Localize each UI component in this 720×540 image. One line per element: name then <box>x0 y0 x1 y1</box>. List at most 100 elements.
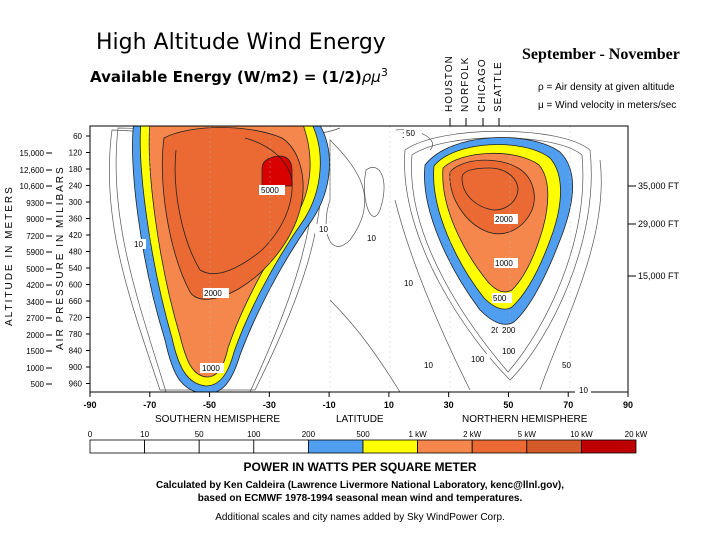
altitude-tick-label: 9000 <box>26 215 44 224</box>
altitude-tick-label: 1500 <box>26 347 44 356</box>
colorbar-tick-label: 5 kW <box>518 430 537 439</box>
pressure-tick-label: 600 <box>69 281 83 290</box>
pressure-tick-label: 180 <box>69 165 83 174</box>
colorbar-tick-label: 2 kW <box>463 430 482 439</box>
x-tick-label: -70 <box>143 400 156 410</box>
contour-band-10kw <box>261 155 293 187</box>
contour-band-2kw <box>161 127 304 300</box>
feet-axis: 35,000 FT 29,000 FT 15,000 FT <box>628 181 680 281</box>
contour-label: 200 <box>491 326 505 335</box>
feet-tick-label: 15,000 FT <box>638 271 680 281</box>
altitude-tick-label: 3400 <box>26 298 44 307</box>
rho-note: ρ = Air density at given altitude <box>538 82 675 93</box>
plot-area <box>108 126 602 392</box>
contour-label: 1000 <box>495 259 513 268</box>
x-tick-label: 70 <box>563 400 573 410</box>
contour-label: 10 <box>319 225 328 234</box>
altitude-tick-label: 15,000 <box>20 149 45 158</box>
colorbar-tick-label: 100 <box>247 430 261 439</box>
colorbar-swatch <box>581 439 637 454</box>
x-tick-label: 10 <box>384 400 394 410</box>
contour-labels: 10 10 10 10 10 10 10 50 50 100 200 500 1… <box>130 128 591 395</box>
pressure-tick-label: 900 <box>69 363 83 372</box>
colorbar-swatch <box>144 439 200 454</box>
altitude-tick-label: 2000 <box>26 331 44 340</box>
contour-label: 10 <box>134 240 143 249</box>
colorbar-tick-label: 500 <box>356 430 370 439</box>
pressure-tick-label: 60 <box>73 132 82 141</box>
feet-tick-label: 29,000 FT <box>638 219 680 229</box>
colorbar-swatch <box>417 439 473 454</box>
altitude-tick-label: 12,600 <box>20 166 45 175</box>
colorbar-tick-label: 1 kW <box>408 430 427 439</box>
pressure-tick-label: 840 <box>69 347 83 356</box>
contour-label: 200 <box>502 326 516 335</box>
altitude-tick-label: 7200 <box>26 232 44 241</box>
credit-line-1: Calculated by Ken Caldeira (Lawrence Liv… <box>155 480 564 491</box>
contour-label: 100 <box>502 347 516 356</box>
colorbar-swatch <box>526 439 582 454</box>
pressure-tick-label: 540 <box>69 264 83 273</box>
colorbar: 0 10 50 100 200 500 1 kW 2 kW 5 kW 10 kW 20 kW <box>88 430 648 454</box>
colorbar-tick-label: 10 kW <box>570 430 593 439</box>
colorbar-swatch <box>307 439 364 454</box>
contour-label: 10 <box>579 386 588 395</box>
altitude-tick-label: 2700 <box>26 314 44 323</box>
x-tick-label: -30 <box>263 400 276 410</box>
altitude-tick-label: 5000 <box>26 265 44 274</box>
contour-band-5kw-line <box>174 137 293 274</box>
x-tick-label: -50 <box>203 400 216 410</box>
pressure-tick-label: 780 <box>69 330 83 339</box>
colorbar-tick-label: 200 <box>302 430 316 439</box>
formula-exponent: 3 <box>380 66 388 79</box>
colorbar-swatch <box>471 439 528 454</box>
colorbar-tick-label: 10 <box>140 430 149 439</box>
colorbar-tick-label: 0 <box>88 430 93 439</box>
x-axis-title: LATITUDE <box>336 414 384 425</box>
mu-note: μ = Wind velocity in meters/sec <box>538 100 677 111</box>
altitude-tick-label: 1000 <box>26 364 44 373</box>
pressure-tick-label: 480 <box>69 248 83 257</box>
x-axis: -90 -70 -50 -30 -10 10 30 50 70 90 <box>83 392 633 410</box>
altitude-tick-label: 9300 <box>26 199 44 208</box>
colorbar-swatch <box>198 439 255 454</box>
pressure-axis: 60 120 180 240 300 360 420 480 540 600 660 720 780 84… <box>69 132 90 389</box>
northern-hemisphere-label: NORTHERN HEMISPHERE <box>462 414 588 425</box>
contour-label: 5000 <box>261 186 279 195</box>
formula-symbol: ρμ <box>361 68 381 86</box>
formula-text: Available Energy (W/m2) = (1/2) <box>90 68 362 86</box>
contour-label: 50 <box>562 361 571 370</box>
credit-line-3: Additional scales and city names added b… <box>215 512 505 523</box>
chart-subtitle: Available Energy (W/m2) = (1/2)ρμ3 <box>90 66 388 86</box>
contour-label: 10 <box>404 279 413 288</box>
x-tick-label: -10 <box>323 400 336 410</box>
altitude-tick-label: 500 <box>31 380 45 389</box>
contour-label: 1000 <box>202 364 220 373</box>
season-label: September - November <box>522 46 680 63</box>
x-tick-label: 50 <box>503 400 513 410</box>
credit-line-2: based on ECMWF 1978-1994 seasonal mean w… <box>197 493 523 504</box>
contour-label: 100 <box>471 355 485 364</box>
altitude-tick-label: 5900 <box>26 248 44 257</box>
plot-frame <box>89 125 629 393</box>
pressure-tick-label: 120 <box>69 149 83 158</box>
city-markers <box>449 118 500 126</box>
colorbar-title: POWER IN WATTS PER SQUARE METER <box>243 460 477 474</box>
altitude-axis: 15,000 12,600 10,600 9300 9000 7200 5900 5000 42… <box>20 149 52 389</box>
pressure-tick-label: 360 <box>69 215 83 224</box>
contour-label: 2000 <box>204 289 222 298</box>
chart-title: High Altitude Wind Energy <box>96 30 386 55</box>
contour-label: 500 <box>493 294 507 303</box>
southern-hemisphere-label: SOUTHERN HEMISPHERE <box>155 414 281 425</box>
contour-label: 10 <box>367 234 376 243</box>
colorbar-swatch <box>253 439 309 454</box>
pressure-tick-label: 960 <box>69 380 83 389</box>
colorbar-tick-label: 20 kW <box>625 430 648 439</box>
pressure-tick-label: 300 <box>69 198 83 207</box>
pressure-tick-label: 660 <box>69 297 83 306</box>
altitude-tick-label: 10,600 <box>20 182 45 191</box>
feet-tick-label: 35,000 FT <box>638 181 680 191</box>
colorbar-swatch <box>89 439 145 454</box>
pressure-tick-label: 720 <box>69 314 83 323</box>
